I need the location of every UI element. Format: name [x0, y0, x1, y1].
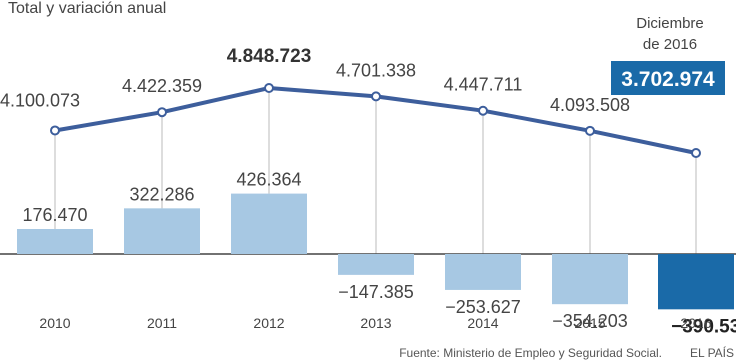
x-tick-2012: 2012: [253, 315, 284, 331]
x-tick-2013: 2013: [360, 315, 391, 331]
line-label-2012: 4.848.723: [227, 46, 312, 67]
bar-label-2015: −354.203: [552, 311, 628, 331]
value-labels: 4.100.073 4.422.359 4.848.723 4.701.338 4.44…: [0, 46, 736, 337]
line-label-2015: 4.093.508: [550, 95, 630, 115]
line-series: [50, 83, 701, 158]
x-tick-2016: 2016: [680, 315, 711, 331]
line-point-2013: [371, 91, 381, 102]
line-label-2016: 3.702.974: [621, 68, 715, 91]
x-axis-tick-labels: 2010 2011 2012 2013 2014 2015 2016: [39, 315, 711, 331]
bar-label-2010: 176.470: [22, 205, 87, 225]
annotation-line-1: Diciembre: [636, 15, 704, 32]
line-label-2014: 4.447.711: [444, 75, 523, 95]
x-tick-2015: 2015: [574, 315, 605, 331]
annotation-line-2: de 2016: [643, 36, 697, 53]
line-point-2016: [691, 148, 701, 158]
bar-2013: [338, 254, 414, 275]
line-point-2015: [585, 125, 595, 136]
x-tick-2014: 2014: [467, 315, 498, 331]
bar-label-2016: −390.534: [671, 316, 736, 337]
x-tick-2011: 2011: [147, 315, 177, 331]
bar-label-2013: −147.385: [338, 282, 414, 302]
line-point-2012: [264, 83, 274, 93]
highlight-label-box: [611, 61, 725, 95]
line-label-2013: 4.701.338: [336, 60, 416, 80]
credit-text: EL PAÍS: [690, 345, 734, 360]
bar-label-2012: 426.364: [236, 170, 301, 190]
connector-lines: [54, 88, 697, 254]
line-point-2014: [478, 105, 488, 116]
bar-label-2011: 322.286: [129, 184, 194, 204]
bar-2014: [445, 254, 521, 290]
line-point-2010: [50, 125, 60, 136]
bar-label-2014: −253.627: [445, 297, 521, 317]
bar-2012: [231, 193, 307, 254]
source-text: Fuente: Ministerio de Empleo y Seguridad…: [399, 346, 662, 360]
bar-2015: [552, 254, 628, 305]
line-label-2011: 4.422.359: [122, 76, 202, 96]
bar-2016: [658, 254, 734, 310]
chart-title: Total y variación anual: [8, 0, 166, 17]
line-point-2011: [157, 107, 167, 118]
bar-series: [17, 193, 734, 310]
x-tick-2010: 2010: [39, 315, 70, 331]
line-label-2010: 4.100.073: [0, 90, 80, 110]
bar-2011: [124, 208, 200, 254]
bar-2010: [17, 229, 93, 254]
